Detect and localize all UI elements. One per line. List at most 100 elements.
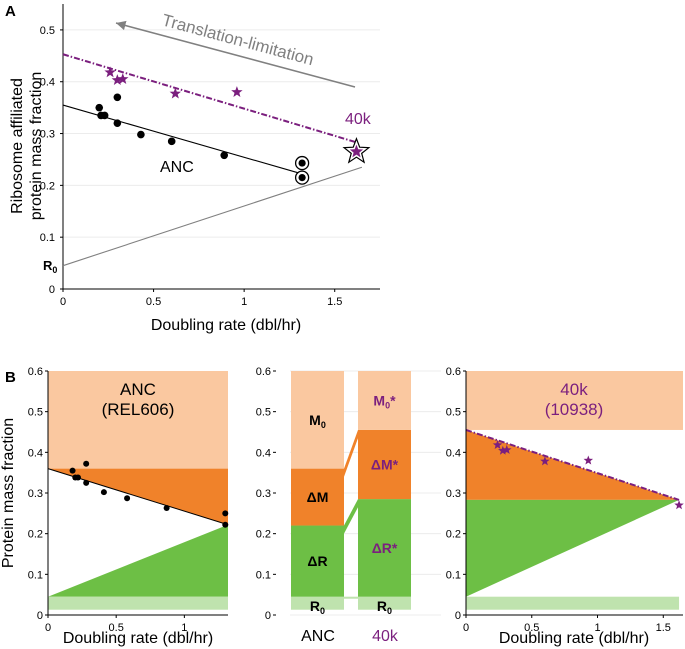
panel-b3: 0 0.1 0.2 0.3 0.4 0.5 0.6 0 0.5 1 1.5 40k (10938)… (446, 366, 684, 647)
panel-a-40k-star (231, 86, 243, 97)
panel-b1: B 00.10.20.30.40.50.6 0 0.5 1 ANC (REL606)… (0, 366, 229, 647)
panel-b3-r0-area (466, 596, 680, 610)
panel-b2-ytick-label: 0 (265, 610, 271, 622)
panel-b1-ytick-label: 0.6 (28, 366, 43, 378)
panel-a-xtick-label: 1 (241, 296, 247, 308)
panel-b1-point (124, 495, 131, 502)
panel-b1-m0-area (48, 371, 228, 469)
panel-b1-x-ticks: 0 0.5 1 (45, 615, 187, 634)
panel-b1-point (83, 460, 90, 467)
panel-a-ytick-label: 0.1 (40, 232, 55, 244)
panel-a-anc-point (137, 130, 145, 139)
panel-b2-ytick-label: 0.5 (256, 407, 271, 419)
panel-b2-dm-connector (344, 429, 358, 477)
panel-b1-point (222, 521, 229, 528)
panel-b2-40k-dr-segment (358, 499, 411, 597)
40k-m0-label: M0* (373, 392, 396, 410)
panel-a-40k-points (104, 66, 371, 164)
panel-b2-ytick-label: 0.4 (256, 447, 271, 459)
panel-b2-ytick-label: 0.2 (256, 529, 271, 541)
panel-b1-point (75, 474, 81, 481)
panel-b3-ytick-label: 0.3 (446, 488, 461, 500)
translation-limitation-label: Translation-limitation (160, 11, 316, 70)
40k-dm-label: ΔM* (371, 457, 399, 473)
panel-b3-star (674, 500, 684, 510)
panel-b1-point (222, 510, 229, 517)
panel-b1-points (69, 460, 229, 528)
panel-b1-r0-area (48, 596, 228, 610)
panel-b2-dr-connector (344, 499, 358, 534)
panel-b3-ytick-label: 0.5 (446, 407, 461, 419)
panel-b1-xtick-label: 0 (45, 622, 51, 634)
panel-a-anc-ringed-point (298, 173, 306, 182)
panel-a-ytick-label: 0.2 (40, 180, 55, 192)
panel-a-ytick-label: 0 (49, 284, 55, 296)
panel-b1-xtick-label: 0.5 (109, 622, 124, 634)
panel-b2-ytick-label: 0.3 (256, 488, 271, 500)
panel-b2-category-40k: 40k (372, 628, 399, 645)
panel-b2-r0-connector (344, 596, 358, 599)
anc-dm-label: ΔM (307, 489, 329, 505)
panel-b3-ytick-label: 0.2 (446, 529, 461, 541)
panel-b2-ytick-label: 0.6 (256, 366, 271, 378)
panel-b3-xtick-label: 0.5 (524, 622, 539, 634)
panel-a-anc-point (100, 111, 109, 120)
panel-a-xlabel: Doubling rate (dbl/hr) (151, 317, 301, 334)
panel-b2-ytick-label: 0.1 (256, 569, 271, 581)
panel-b3-ytick-label: 0 (455, 610, 461, 622)
panel-a-xtick-label: 0.5 (146, 296, 161, 308)
panel-a-label: A (5, 3, 16, 20)
panel-b3-star (498, 445, 508, 455)
panel-b3-xtick-label: 1.5 (656, 622, 671, 634)
panel-b1-ytick-label: 0.5 (28, 407, 43, 419)
panel-b2-40k-dm-segment (358, 429, 411, 500)
panel-b1-ytick-label: 0.1 (28, 569, 43, 581)
panel-b1-point (83, 479, 90, 486)
panel-a-40k-label: 40k (345, 111, 372, 128)
panel-b1-title-line2: (REL606) (102, 400, 175, 419)
panel-b2-bars (291, 371, 411, 610)
anc-dr-label: ΔR (307, 553, 327, 569)
panel-b3-xtick-label: 0 (463, 622, 469, 634)
panel-b1-ylabel: Protein mass fraction (0, 418, 17, 568)
panel-a-ytick-label: 0.4 (40, 77, 55, 89)
panel-b2-anc-dr-segment (291, 525, 344, 597)
panel-a-grey-line (62, 166, 363, 267)
panel-a-40k-line (62, 53, 357, 144)
panel-a-anc-points (95, 93, 310, 185)
panel-b3-star (540, 456, 550, 466)
panel-b3-points (492, 440, 684, 510)
panel-b1-ytick-label: 0.2 (28, 529, 43, 541)
panel-b1-xlabel: Doubling rate (dbl/hr) (63, 630, 213, 647)
panel-b3-fit-line (465, 429, 680, 501)
panel-a-40k-star (111, 74, 124, 86)
panel-b3-title-line1: 40k (560, 380, 588, 399)
panel-a-40k-big-star (349, 144, 364, 158)
panel-b1-y-ticks: 0 0.1 0.2 0.3 0.4 0.5 0.6 (28, 366, 48, 622)
panel-b2-anc-r0-segment (291, 596, 344, 610)
panel-b1-ytick-label: 0.4 (28, 447, 43, 459)
panel-a-anc-point (167, 137, 176, 146)
panel-b3-xtick-label: 1 (594, 622, 600, 634)
panel-b2-category-anc: ANC (301, 628, 335, 645)
panel-a-ylabel-line1: Ribosome affiliated (9, 78, 26, 214)
panel-a-anc-point (113, 93, 122, 102)
panel-b1-ytick-label: 0.3 (28, 488, 43, 500)
panel-b1-point (163, 505, 170, 512)
panel-a: A 0 0.1 0.2 0.3 0.4 0.5 0 0.5 1 1.5 Ribosome aff… (5, 3, 380, 334)
panel-b2: 00.10.20.30.40.50.6 M0 ΔM ΔR R0 M0* ΔM* … (256, 366, 441, 645)
panel-b3-y-ticks: 0 0.1 0.2 0.3 0.4 0.5 0.6 (446, 366, 466, 622)
panel-b3-star (583, 455, 594, 465)
panel-a-xtick-label: 0 (60, 296, 66, 308)
panel-a-r0-label: R0 (43, 258, 57, 275)
panel-b3-m0-area (466, 371, 683, 430)
panel-a-ytick-label: 0.5 (40, 25, 55, 37)
panel-b3-ytick-label: 0.1 (446, 569, 461, 581)
40k-r0-label: R0 (377, 598, 392, 616)
panel-b1-ytick-label: 0 (37, 610, 43, 622)
panel-b1-point (100, 489, 107, 496)
panel-a-40k-star (169, 87, 182, 99)
panel-b1-dr-area (48, 524, 228, 597)
panel-b2-anc-dm-segment (291, 468, 344, 526)
